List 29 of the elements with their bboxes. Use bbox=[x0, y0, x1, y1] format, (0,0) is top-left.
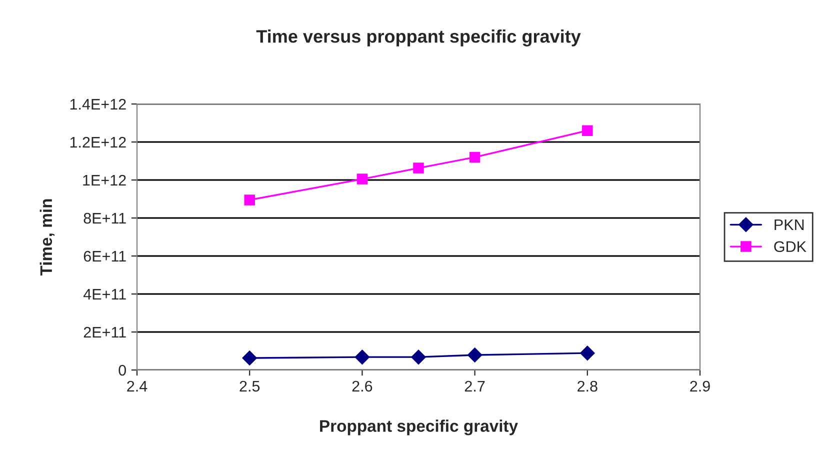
x-axis-title: Proppant specific gravity bbox=[320, 420, 518, 436]
legend-label: GDK bbox=[774, 241, 806, 252]
x-tick-label: 2.7 bbox=[464, 380, 485, 392]
x-tick-label: 2.4 bbox=[127, 380, 148, 392]
y-tick-label: 2E+11 bbox=[84, 326, 126, 338]
y-tick-label: 1E+12 bbox=[83, 174, 126, 186]
y-tick-label: 4E+11 bbox=[83, 289, 126, 300]
y-tick-label: 1.4E+12 bbox=[70, 98, 126, 110]
point bbox=[244, 194, 255, 206]
point bbox=[242, 350, 257, 366]
y-tick-label: 0 bbox=[118, 364, 126, 376]
x-tick-label: 2.5 bbox=[240, 380, 260, 392]
point bbox=[469, 152, 480, 163]
point bbox=[411, 350, 426, 364]
x-tick-label: 2.6 bbox=[352, 380, 372, 392]
point bbox=[356, 174, 368, 184]
x-tick-label: 2.9 bbox=[690, 380, 710, 392]
point bbox=[467, 348, 482, 362]
chart-title: Time versus proppant specific gravity bbox=[256, 30, 581, 46]
y-tick-label: 6E+11 bbox=[84, 250, 126, 262]
legend-label: PKN bbox=[774, 220, 804, 230]
x-tick-label: 2.8 bbox=[578, 380, 598, 392]
y-axis-title: Time, min bbox=[40, 199, 54, 276]
point bbox=[413, 162, 424, 174]
y-tick-label: 8E+11 bbox=[84, 212, 126, 224]
point bbox=[580, 346, 595, 360]
y-tick-label: 1.2E+12 bbox=[70, 136, 126, 148]
point bbox=[582, 125, 593, 136]
point bbox=[354, 350, 370, 364]
